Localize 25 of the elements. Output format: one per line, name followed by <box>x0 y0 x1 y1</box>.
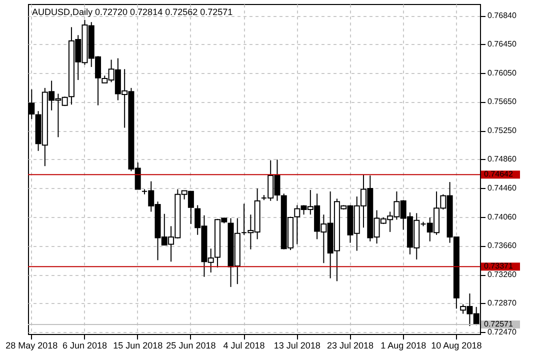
x-tick-label: 28 May 2018 <box>6 340 58 350</box>
ref-line-label: 0.74642 <box>484 170 514 179</box>
y-tick-label: 0.72470 <box>488 327 517 336</box>
y-tick-label: 0.76840 <box>488 11 517 20</box>
y-tick-label: 0.73660 <box>488 241 517 250</box>
y-tick-label: 0.75250 <box>488 126 517 136</box>
y-tick-label: 0.75650 <box>488 97 517 106</box>
y-tick-label: 0.76050 <box>488 68 517 78</box>
y-tick-label: 0.74060 <box>488 212 517 222</box>
ref-line-label: 0.73371 <box>484 262 514 271</box>
y-tick-label: 0.76450 <box>488 39 517 48</box>
y-tick-label: 0.72870 <box>488 298 517 308</box>
x-tick-label: 25 Jun 2018 <box>166 340 216 350</box>
x-tick-label: 4 Jul 2018 <box>223 340 265 350</box>
x-tick-label: 23 Jul 2018 <box>326 340 374 350</box>
y-tick-label: 0.74860 <box>488 154 517 164</box>
x-tick-label: 15 Jun 2018 <box>113 340 163 350</box>
x-tick-label: 13 Jul 2018 <box>274 340 320 350</box>
x-tick-label: 1 Aug 2018 <box>380 340 426 350</box>
y-tick-label: 0.74460 <box>488 183 517 192</box>
y-tick-label: 0.73260 <box>488 270 517 280</box>
ref-line-label: 0.72571 <box>484 320 514 329</box>
x-tick-label: 10 Aug 2018 <box>431 340 482 350</box>
x-tick-label: 6 Jun 2018 <box>62 340 108 350</box>
chart-title: AUDUSD,Daily 0.72720 0.72814 0.72562 0.72571 <box>32 7 233 17</box>
